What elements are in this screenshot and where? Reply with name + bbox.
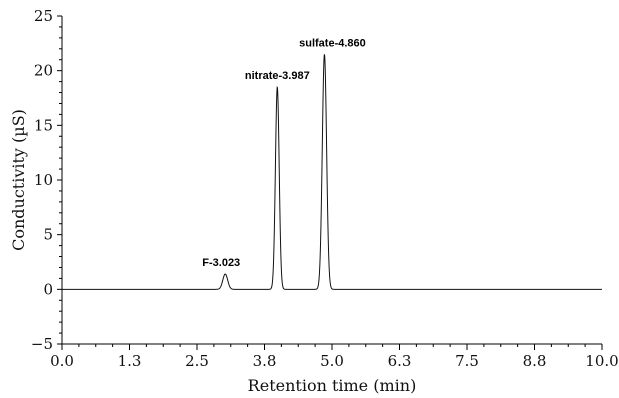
x-ticks: 0.0 1.3 2.5 3.8 5.0 6.3 7.5 8.8 10.0 bbox=[50, 344, 619, 370]
peak-labels: F-3.023 nitrate-3.987 sulfate-4.860 bbox=[202, 37, 365, 269]
y-tick-label: −5 bbox=[31, 335, 53, 353]
chromatogram-trace bbox=[62, 54, 602, 290]
x-tick-label: 10.0 bbox=[585, 352, 618, 370]
x-tick-label: 2.5 bbox=[185, 352, 209, 370]
y-tick-label: 15 bbox=[34, 116, 53, 134]
x-tick-label: 7.5 bbox=[455, 352, 479, 370]
x-tick-label: 5.0 bbox=[320, 352, 344, 370]
y-axis-title: Conductivity (µS) bbox=[9, 109, 28, 251]
x-tick-label: 1.3 bbox=[118, 352, 142, 370]
axes bbox=[61, 16, 602, 345]
x-tick-label: 8.8 bbox=[523, 352, 547, 370]
y-tick-label: 20 bbox=[34, 62, 53, 80]
peak-label: nitrate-3.987 bbox=[245, 70, 310, 82]
y-ticks: −5 0 5 10 15 20 25 bbox=[31, 7, 62, 353]
peak-label: sulfate-4.860 bbox=[299, 37, 366, 49]
peak-label: F-3.023 bbox=[202, 257, 240, 269]
y-tick-label: 10 bbox=[34, 171, 53, 189]
y-tick-label: 25 bbox=[34, 7, 53, 25]
x-tick-label: 3.8 bbox=[253, 352, 277, 370]
x-tick-label: 6.3 bbox=[388, 352, 412, 370]
y-tick-label: 5 bbox=[43, 226, 53, 244]
y-tick-label: 0 bbox=[43, 280, 53, 298]
x-axis-title: Retention time (min) bbox=[248, 376, 417, 395]
x-tick-label: 0.0 bbox=[50, 352, 74, 370]
